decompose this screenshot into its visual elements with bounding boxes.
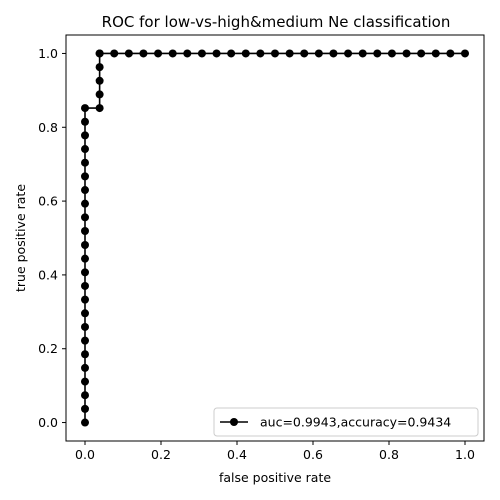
roc-point (95, 63, 104, 72)
roc-point (81, 131, 89, 140)
roc-point (81, 322, 89, 331)
roc-point (373, 49, 382, 58)
y-tick-label: 0.2 (38, 341, 58, 356)
roc-point (81, 268, 89, 277)
roc-point (81, 391, 89, 400)
chart-title: ROC for low-vs-high&medium Ne classifica… (102, 13, 451, 31)
x-tick-label: 0.8 (379, 447, 399, 462)
roc-point (81, 377, 89, 386)
roc-point (81, 145, 89, 154)
roc-point (81, 254, 89, 263)
roc-point (271, 49, 279, 58)
x-axis-label: false positive rate (219, 470, 331, 485)
roc-point (402, 49, 411, 58)
roc-point (81, 213, 89, 222)
roc-point (446, 49, 455, 58)
roc-point (168, 49, 177, 58)
roc-point (344, 49, 353, 58)
roc-point (329, 49, 338, 58)
roc-point (81, 350, 89, 359)
roc-point (431, 49, 440, 58)
series-roc (81, 49, 469, 427)
roc-point (154, 49, 163, 58)
roc-point (285, 49, 294, 58)
roc-point (417, 49, 426, 58)
roc-point (183, 49, 192, 58)
roc-point (81, 404, 89, 413)
plot-area-frame (65, 34, 485, 442)
y-tick-label: 0.4 (38, 267, 58, 282)
roc-point (81, 241, 89, 250)
roc-point (300, 49, 309, 58)
roc-point (314, 49, 323, 58)
roc-point (81, 281, 89, 290)
roc-series-points (81, 49, 469, 427)
roc-point (81, 363, 89, 372)
legend: auc=0.9943,accuracy=0.9434 (213, 407, 479, 437)
roc-point (197, 49, 206, 58)
y-tick-label: 0.0 (38, 415, 58, 430)
roc-point (81, 295, 89, 304)
roc-point (95, 49, 104, 58)
roc-point (95, 104, 104, 113)
roc-point (81, 104, 89, 113)
y-tick-label: 1.0 (38, 46, 58, 61)
x-tick-label: 0.4 (227, 447, 247, 462)
legend-box (213, 407, 479, 437)
y-tick-label: 0.6 (38, 194, 58, 209)
roc-point (461, 49, 469, 58)
roc-point (241, 49, 250, 58)
legend-entry-label: auc=0.9943,accuracy=0.9434 (260, 415, 451, 430)
x-tick-label: 0.0 (75, 447, 95, 462)
x-axis: 0.0 0.2 0.4 0.6 0.8 1.0 (75, 441, 475, 462)
legend-marker-swatch (230, 418, 238, 426)
roc-point (95, 90, 104, 99)
x-tick-label: 0.6 (303, 447, 323, 462)
roc-point (95, 76, 104, 85)
roc-point (81, 158, 89, 167)
roc-point (81, 186, 89, 195)
roc-point (124, 49, 133, 58)
x-tick-label: 1.0 (455, 447, 475, 462)
roc-point (227, 49, 236, 58)
y-axis: 0.0 0.2 0.4 0.6 0.8 1.0 (38, 46, 66, 430)
roc-point (81, 117, 89, 126)
roc-point (387, 49, 396, 58)
roc-point (256, 49, 265, 58)
roc-point (81, 336, 89, 345)
roc-point (81, 199, 89, 208)
x-tick-label: 0.2 (151, 447, 171, 462)
roc-point (212, 49, 221, 58)
y-axis-label: true positive rate (13, 184, 28, 292)
roc-point (110, 49, 119, 58)
y-tick-label: 0.8 (38, 120, 58, 135)
roc-point (139, 49, 148, 58)
roc-point (81, 226, 89, 235)
roc-point (81, 418, 89, 427)
roc-point (81, 309, 89, 318)
roc-point (81, 172, 89, 181)
roc-point (358, 49, 367, 58)
